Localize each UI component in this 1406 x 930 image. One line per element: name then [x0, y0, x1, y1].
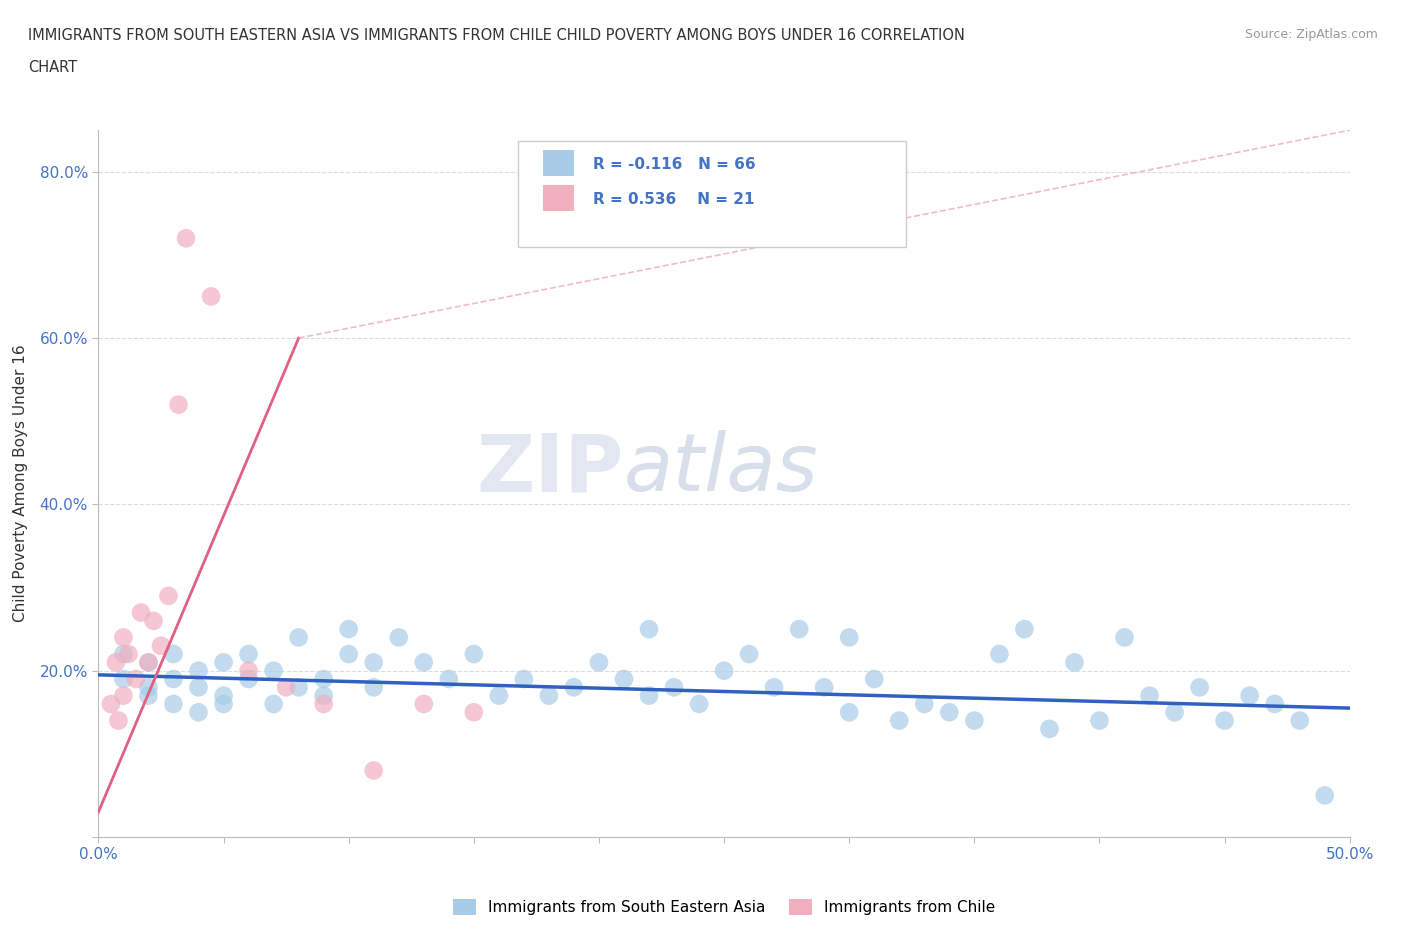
Point	[187, 705, 209, 720]
Text: ZIP: ZIP	[477, 431, 624, 509]
Bar	[543, 150, 574, 176]
Point	[187, 680, 209, 695]
Point	[1213, 713, 1236, 728]
Point	[1038, 722, 1060, 737]
Point	[157, 589, 180, 604]
Point	[337, 621, 360, 636]
Point	[363, 763, 385, 777]
Point	[1063, 655, 1085, 670]
Point	[312, 697, 335, 711]
Point	[838, 705, 860, 720]
Point	[174, 231, 197, 246]
Point	[363, 680, 385, 695]
Point	[613, 671, 636, 686]
Point	[200, 289, 222, 304]
Point	[107, 713, 129, 728]
Point	[1288, 713, 1310, 728]
Point	[363, 655, 385, 670]
Y-axis label: Child Poverty Among Boys Under 16: Child Poverty Among Boys Under 16	[14, 345, 28, 622]
Point	[263, 663, 285, 678]
Point	[104, 655, 127, 670]
Point	[562, 680, 585, 695]
Point	[162, 646, 184, 661]
Point	[1014, 621, 1036, 636]
Point	[187, 663, 209, 678]
Text: R = 0.536    N = 21: R = 0.536 N = 21	[593, 192, 754, 207]
Point	[1264, 697, 1286, 711]
Point	[1088, 713, 1111, 728]
Point	[988, 646, 1011, 661]
Point	[838, 630, 860, 644]
Point	[162, 671, 184, 686]
Point	[938, 705, 960, 720]
Point	[112, 630, 135, 644]
Point	[125, 671, 148, 686]
Point	[1188, 680, 1211, 695]
Point	[1239, 688, 1261, 703]
Point	[112, 671, 135, 686]
Point	[274, 680, 298, 695]
Point	[162, 697, 184, 711]
Point	[138, 680, 160, 695]
Point	[412, 655, 434, 670]
Point	[238, 663, 260, 678]
Point	[1163, 705, 1185, 720]
Point	[138, 655, 160, 670]
Point	[287, 630, 309, 644]
Point	[412, 697, 434, 711]
Point	[100, 697, 122, 711]
Text: R = -0.116   N = 66: R = -0.116 N = 66	[593, 156, 755, 172]
Point	[638, 688, 661, 703]
Point	[212, 688, 235, 703]
Point	[112, 688, 135, 703]
Point	[963, 713, 986, 728]
Text: atlas: atlas	[624, 431, 818, 509]
Point	[513, 671, 536, 686]
Point	[388, 630, 411, 644]
Text: IMMIGRANTS FROM SOUTH EASTERN ASIA VS IMMIGRANTS FROM CHILE CHILD POVERTY AMONG : IMMIGRANTS FROM SOUTH EASTERN ASIA VS IM…	[28, 28, 965, 43]
Point	[150, 638, 173, 653]
Point	[588, 655, 610, 670]
Point	[138, 688, 160, 703]
Point	[142, 614, 165, 629]
Point	[167, 397, 190, 412]
Point	[688, 697, 710, 711]
Point	[763, 680, 786, 695]
Text: CHART: CHART	[28, 60, 77, 75]
Point	[337, 646, 360, 661]
Point	[112, 646, 135, 661]
Point	[138, 655, 160, 670]
Point	[263, 697, 285, 711]
Point	[889, 713, 911, 728]
FancyBboxPatch shape	[517, 140, 905, 246]
Point	[463, 646, 485, 661]
Point	[863, 671, 886, 686]
Point	[787, 621, 810, 636]
Point	[312, 688, 335, 703]
Point	[212, 655, 235, 670]
Point	[1114, 630, 1136, 644]
Point	[463, 705, 485, 720]
Point	[287, 680, 309, 695]
Point	[738, 646, 761, 661]
Point	[662, 680, 685, 695]
Point	[713, 663, 735, 678]
Point	[312, 671, 335, 686]
Text: Source: ZipAtlas.com: Source: ZipAtlas.com	[1244, 28, 1378, 41]
Point	[238, 646, 260, 661]
Bar	[543, 185, 574, 211]
Legend: Immigrants from South Eastern Asia, Immigrants from Chile: Immigrants from South Eastern Asia, Immi…	[447, 893, 1001, 922]
Point	[638, 621, 661, 636]
Point	[437, 671, 460, 686]
Point	[813, 680, 835, 695]
Point	[117, 646, 139, 661]
Point	[238, 671, 260, 686]
Point	[129, 605, 152, 620]
Point	[1139, 688, 1161, 703]
Point	[1313, 788, 1336, 803]
Point	[537, 688, 560, 703]
Point	[488, 688, 510, 703]
Point	[912, 697, 935, 711]
Point	[212, 697, 235, 711]
